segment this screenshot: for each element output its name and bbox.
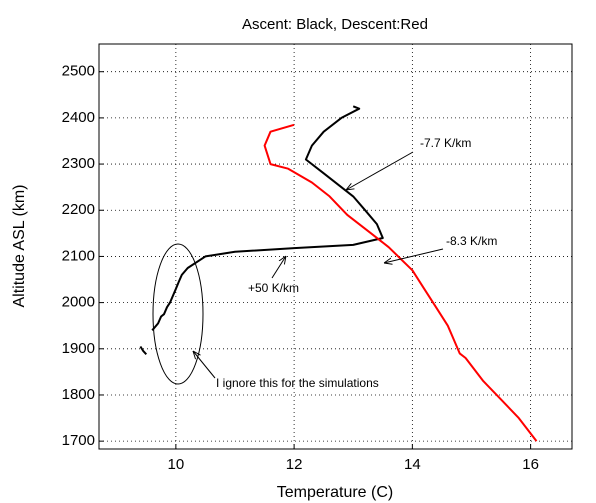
annotation: +50 K/km (248, 281, 299, 295)
annotation: -7.7 K/km (420, 136, 471, 150)
chart-title: Ascent: Black, Descent:Red (242, 16, 428, 33)
annotation: I ignore this for the simulations (216, 376, 379, 390)
arrow (271, 256, 286, 279)
y-tick-label: 2300 (62, 155, 95, 172)
ellipse (152, 243, 204, 385)
annotation: -8.3 K/km (446, 234, 497, 248)
data-line (263, 123, 538, 442)
y-tick-label: 1800 (62, 386, 95, 403)
grid (99, 44, 572, 449)
data-line (139, 105, 384, 355)
y-tick-label: 2500 (62, 63, 95, 80)
y-tick-label: 2100 (62, 247, 95, 264)
x-axis-label: Temperature (C) (277, 484, 393, 501)
y-axis-label: Altitude ASL (km) (11, 184, 28, 307)
arrow (346, 151, 414, 190)
y-tick-label: 2200 (62, 201, 95, 218)
x-tick-label: 16 (522, 456, 539, 473)
y-tick-label: 2400 (62, 109, 95, 126)
y-tick-label: 1900 (62, 340, 95, 357)
arrow (384, 248, 444, 263)
arrow (193, 351, 216, 379)
x-tick-label: 14 (404, 456, 421, 473)
lines (139, 105, 538, 442)
y-tick-label: 2000 (62, 294, 95, 311)
x-tick-label: 10 (168, 456, 185, 473)
y-tick-label: 1700 (62, 432, 95, 449)
x-tick-label: 12 (286, 456, 303, 473)
